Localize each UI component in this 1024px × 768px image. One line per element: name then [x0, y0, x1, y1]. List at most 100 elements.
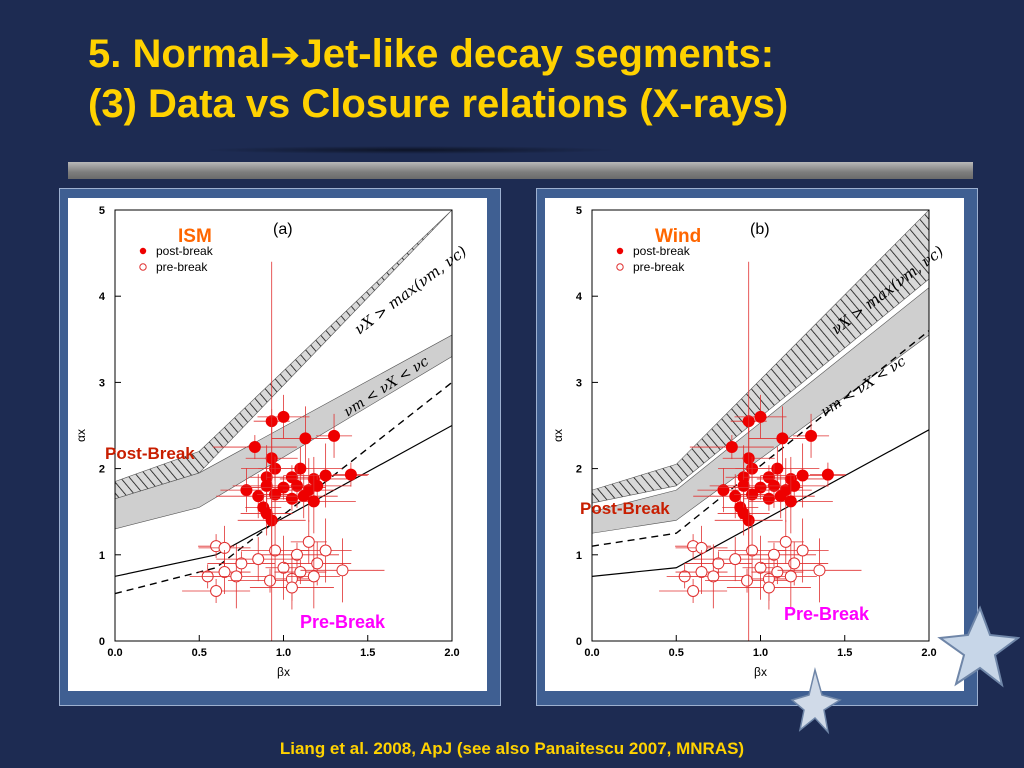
x-tick-label: 0.0 — [584, 647, 599, 659]
dashed-closure-line — [592, 330, 929, 547]
pre-break-label: Pre-Break — [300, 612, 386, 632]
x-tick-label: 1.0 — [276, 647, 291, 659]
post-break-point — [285, 492, 298, 505]
title-text-b: Jet-like decay segments: — [300, 32, 775, 76]
post-break-point — [260, 479, 273, 492]
chart-panel-ism: νX > max(νm, νc) νm < νX < νc 0.0 0.5 1.0 1.5… — [59, 188, 501, 706]
y-tick-label: 1 — [99, 550, 105, 562]
post-break-point — [784, 495, 797, 508]
post-break-point — [805, 429, 818, 442]
pre-break-point — [741, 574, 754, 587]
pre-break-point — [695, 566, 708, 579]
post-break-point — [737, 479, 750, 492]
pre-break-point — [712, 557, 725, 570]
post-break-point — [252, 490, 265, 503]
post-break-label: Post-Break — [580, 499, 670, 518]
post-break-point — [725, 441, 738, 454]
y-tick-label: 3 — [576, 377, 582, 389]
legend-pre-marker — [139, 263, 147, 271]
y-axis-label: αx — [551, 429, 565, 442]
y-tick-label: 0 — [99, 636, 105, 648]
post-break-point — [248, 441, 261, 454]
post-break-point — [344, 468, 357, 481]
post-break-point — [269, 488, 282, 501]
post-break-point — [297, 490, 310, 503]
chart-panel-wind: νX > max(νm, νc) νm < νX < νc 0.0 0.5 1.0 1.5… — [536, 188, 978, 706]
pre-break-point — [294, 566, 307, 579]
chart-frame-ism: νX > max(νm, νc) νm < νX < νc 0.0 0.5 1.0 1.5… — [68, 198, 487, 691]
pre-break-point — [264, 574, 277, 587]
pre-break-point — [285, 581, 298, 594]
legend-pre-marker — [616, 263, 624, 271]
pre-break-point — [771, 566, 784, 579]
pre-break-point — [210, 585, 223, 598]
hatched-band — [592, 210, 929, 504]
pre-break-point — [729, 553, 742, 566]
x-tick-label: 0.5 — [669, 647, 684, 659]
x-tick-label: 2.0 — [444, 647, 459, 659]
post-break-point — [729, 490, 742, 503]
data-points — [182, 261, 385, 641]
pre-break-label: Pre-Break — [784, 604, 870, 624]
title-divider-bar — [68, 162, 973, 179]
pre-break-point — [779, 535, 792, 548]
pre-break-point — [307, 570, 320, 583]
pre-break-point — [767, 548, 780, 561]
x-tick-label: 2.0 — [921, 647, 936, 659]
post-break-point — [299, 432, 312, 445]
pre-break-point — [311, 557, 324, 570]
pre-break-point — [336, 564, 349, 577]
post-break-point — [717, 484, 730, 497]
x-tick-label: 1.5 — [837, 647, 852, 659]
citation: Liang et al. 2008, ApJ (see also Panaite… — [279, 739, 745, 758]
pre-break-point — [687, 585, 700, 598]
chart-wind: νX > max(νm, νc)νm < νX < νc0.0 0.5 1.0 1.5… — [551, 205, 947, 679]
slide-title: 5. Normal➔Jet-like decay segments: (3) D… — [88, 30, 1008, 128]
x-tick-label: 1.0 — [753, 647, 768, 659]
data-points — [659, 261, 862, 641]
post-break-point — [277, 410, 290, 423]
pre-break-point — [707, 570, 720, 583]
y-tick-label: 5 — [99, 205, 105, 217]
x-tick-label: 1.5 — [360, 647, 375, 659]
pre-break-point — [796, 544, 809, 557]
grey-band — [592, 287, 929, 534]
plot-area — [592, 210, 929, 577]
y-tick-label: 1 — [576, 550, 582, 562]
y-tick-label: 4 — [99, 291, 106, 303]
chart-frame-wind: νX > max(νm, νc) νm < νX < νc 0.0 0.5 1.0 1.5… — [545, 198, 964, 691]
legend-pre-label: pre-break — [633, 260, 685, 274]
env-label-wind: Wind — [655, 226, 702, 247]
legend-post-marker — [616, 247, 624, 255]
pre-break-point — [252, 553, 265, 566]
post-break-point — [328, 429, 341, 442]
post-break-point — [294, 462, 307, 475]
y-tick-label: 0 — [576, 636, 582, 648]
dashed-closure-line — [115, 381, 452, 595]
hatched-band — [115, 210, 452, 500]
y-tick-label: 4 — [576, 291, 583, 303]
solid-closure-line — [592, 429, 929, 577]
post-break-point — [796, 469, 809, 482]
pre-break-point — [754, 561, 767, 574]
y-tick-label: 5 — [576, 205, 582, 217]
title-text-a: 5. Normal — [88, 32, 271, 76]
pre-break-point — [784, 570, 797, 583]
post-break-point — [762, 492, 775, 505]
pre-break-point — [319, 544, 332, 557]
pre-break-point — [290, 548, 303, 561]
pre-break-point — [269, 544, 282, 557]
legend-post-label: post-break — [156, 244, 214, 258]
post-break-point — [771, 462, 784, 475]
post-break-point — [746, 488, 759, 501]
y-tick-label: 3 — [99, 377, 105, 389]
post-break-point — [319, 469, 332, 482]
divider-shadow — [200, 146, 620, 154]
post-break-point — [240, 484, 253, 497]
post-break-point — [821, 468, 834, 481]
pre-break-point — [302, 535, 315, 548]
title-line-1: 5. Normal➔Jet-like decay segments: — [88, 30, 1008, 80]
pre-break-point — [218, 566, 231, 579]
post-break-point — [307, 495, 320, 508]
legend-post-marker — [139, 247, 147, 255]
